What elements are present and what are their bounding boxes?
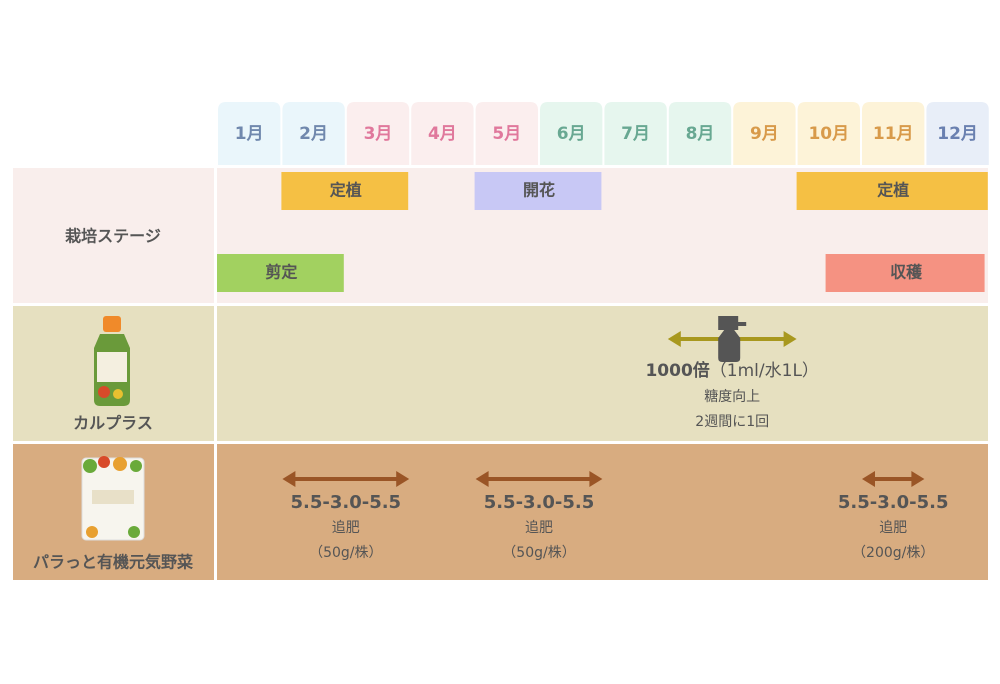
arrow-head [862, 471, 925, 487]
month-label: 11月 [873, 124, 914, 144]
stage-bar [825, 254, 985, 292]
month-tab [411, 102, 474, 165]
dose: 1000倍（1ml/水1L） [645, 360, 818, 381]
calplus-bottle [94, 316, 130, 406]
stage-bar-label: 収穫 [890, 263, 923, 282]
stage-bar-label: 剪定 [265, 263, 297, 282]
arrow-head [667, 331, 797, 347]
month-tab [733, 102, 796, 165]
npk: 5.5-3.0-5.5 [838, 492, 949, 513]
arrow-head [475, 471, 603, 487]
spray-icon [718, 316, 747, 362]
month-tab [926, 102, 989, 165]
row-label: カルプラス [73, 414, 153, 433]
stage-bar [474, 172, 602, 210]
stage-bar [217, 254, 344, 292]
stage-bar [796, 172, 988, 210]
month-label: 12月 [937, 124, 978, 144]
month-tab [218, 102, 281, 165]
method: 追肥 [879, 520, 907, 536]
calplus-row [217, 306, 988, 441]
month-label: 1月 [235, 124, 264, 144]
stage-bar-label: 開花 [523, 181, 555, 200]
month-label: 9月 [750, 124, 779, 144]
month-tab [540, 102, 603, 165]
frequency: 2週間に1回 [695, 414, 769, 430]
month-label: 8月 [686, 124, 715, 144]
stage-bar [281, 172, 409, 210]
month-label: 10月 [808, 124, 849, 144]
amount: （50g/株） [502, 545, 575, 561]
amount: （200g/株） [852, 545, 934, 561]
month-label: 2月 [299, 124, 328, 144]
month-tab [862, 102, 925, 165]
arrow-head [282, 471, 410, 487]
dose-value: 1000倍 [645, 360, 709, 381]
dose-note: （1ml/水1L） [710, 361, 819, 381]
amount: （50g/株） [309, 545, 382, 561]
row-label: 栽培ステージ [65, 227, 161, 246]
stage-bar-label: 定植 [329, 181, 362, 200]
month-tab [797, 102, 860, 165]
organic-bag [81, 456, 145, 541]
method: 追肥 [332, 520, 360, 536]
month-tab [668, 102, 732, 165]
month-tab [282, 102, 345, 165]
method: 追肥 [525, 520, 553, 536]
npk: 5.5-3.0-5.5 [484, 492, 595, 513]
row-label: パラっと有機元気野菜 [33, 553, 193, 572]
month-label: 4月 [428, 124, 457, 144]
month-tab [346, 102, 410, 165]
month-tab [475, 102, 538, 165]
month-label: 7月 [621, 124, 650, 144]
month-label: 5月 [492, 124, 521, 144]
month-tab [604, 102, 667, 165]
organic-row [217, 444, 988, 580]
npk: 5.5-3.0-5.5 [290, 492, 401, 513]
stage-label-cell [13, 168, 214, 303]
stage-bar-label: 定植 [876, 181, 909, 200]
effect: 糖度向上 [704, 389, 760, 405]
month-label: 3月 [364, 124, 393, 144]
month-label: 6月 [557, 124, 586, 144]
